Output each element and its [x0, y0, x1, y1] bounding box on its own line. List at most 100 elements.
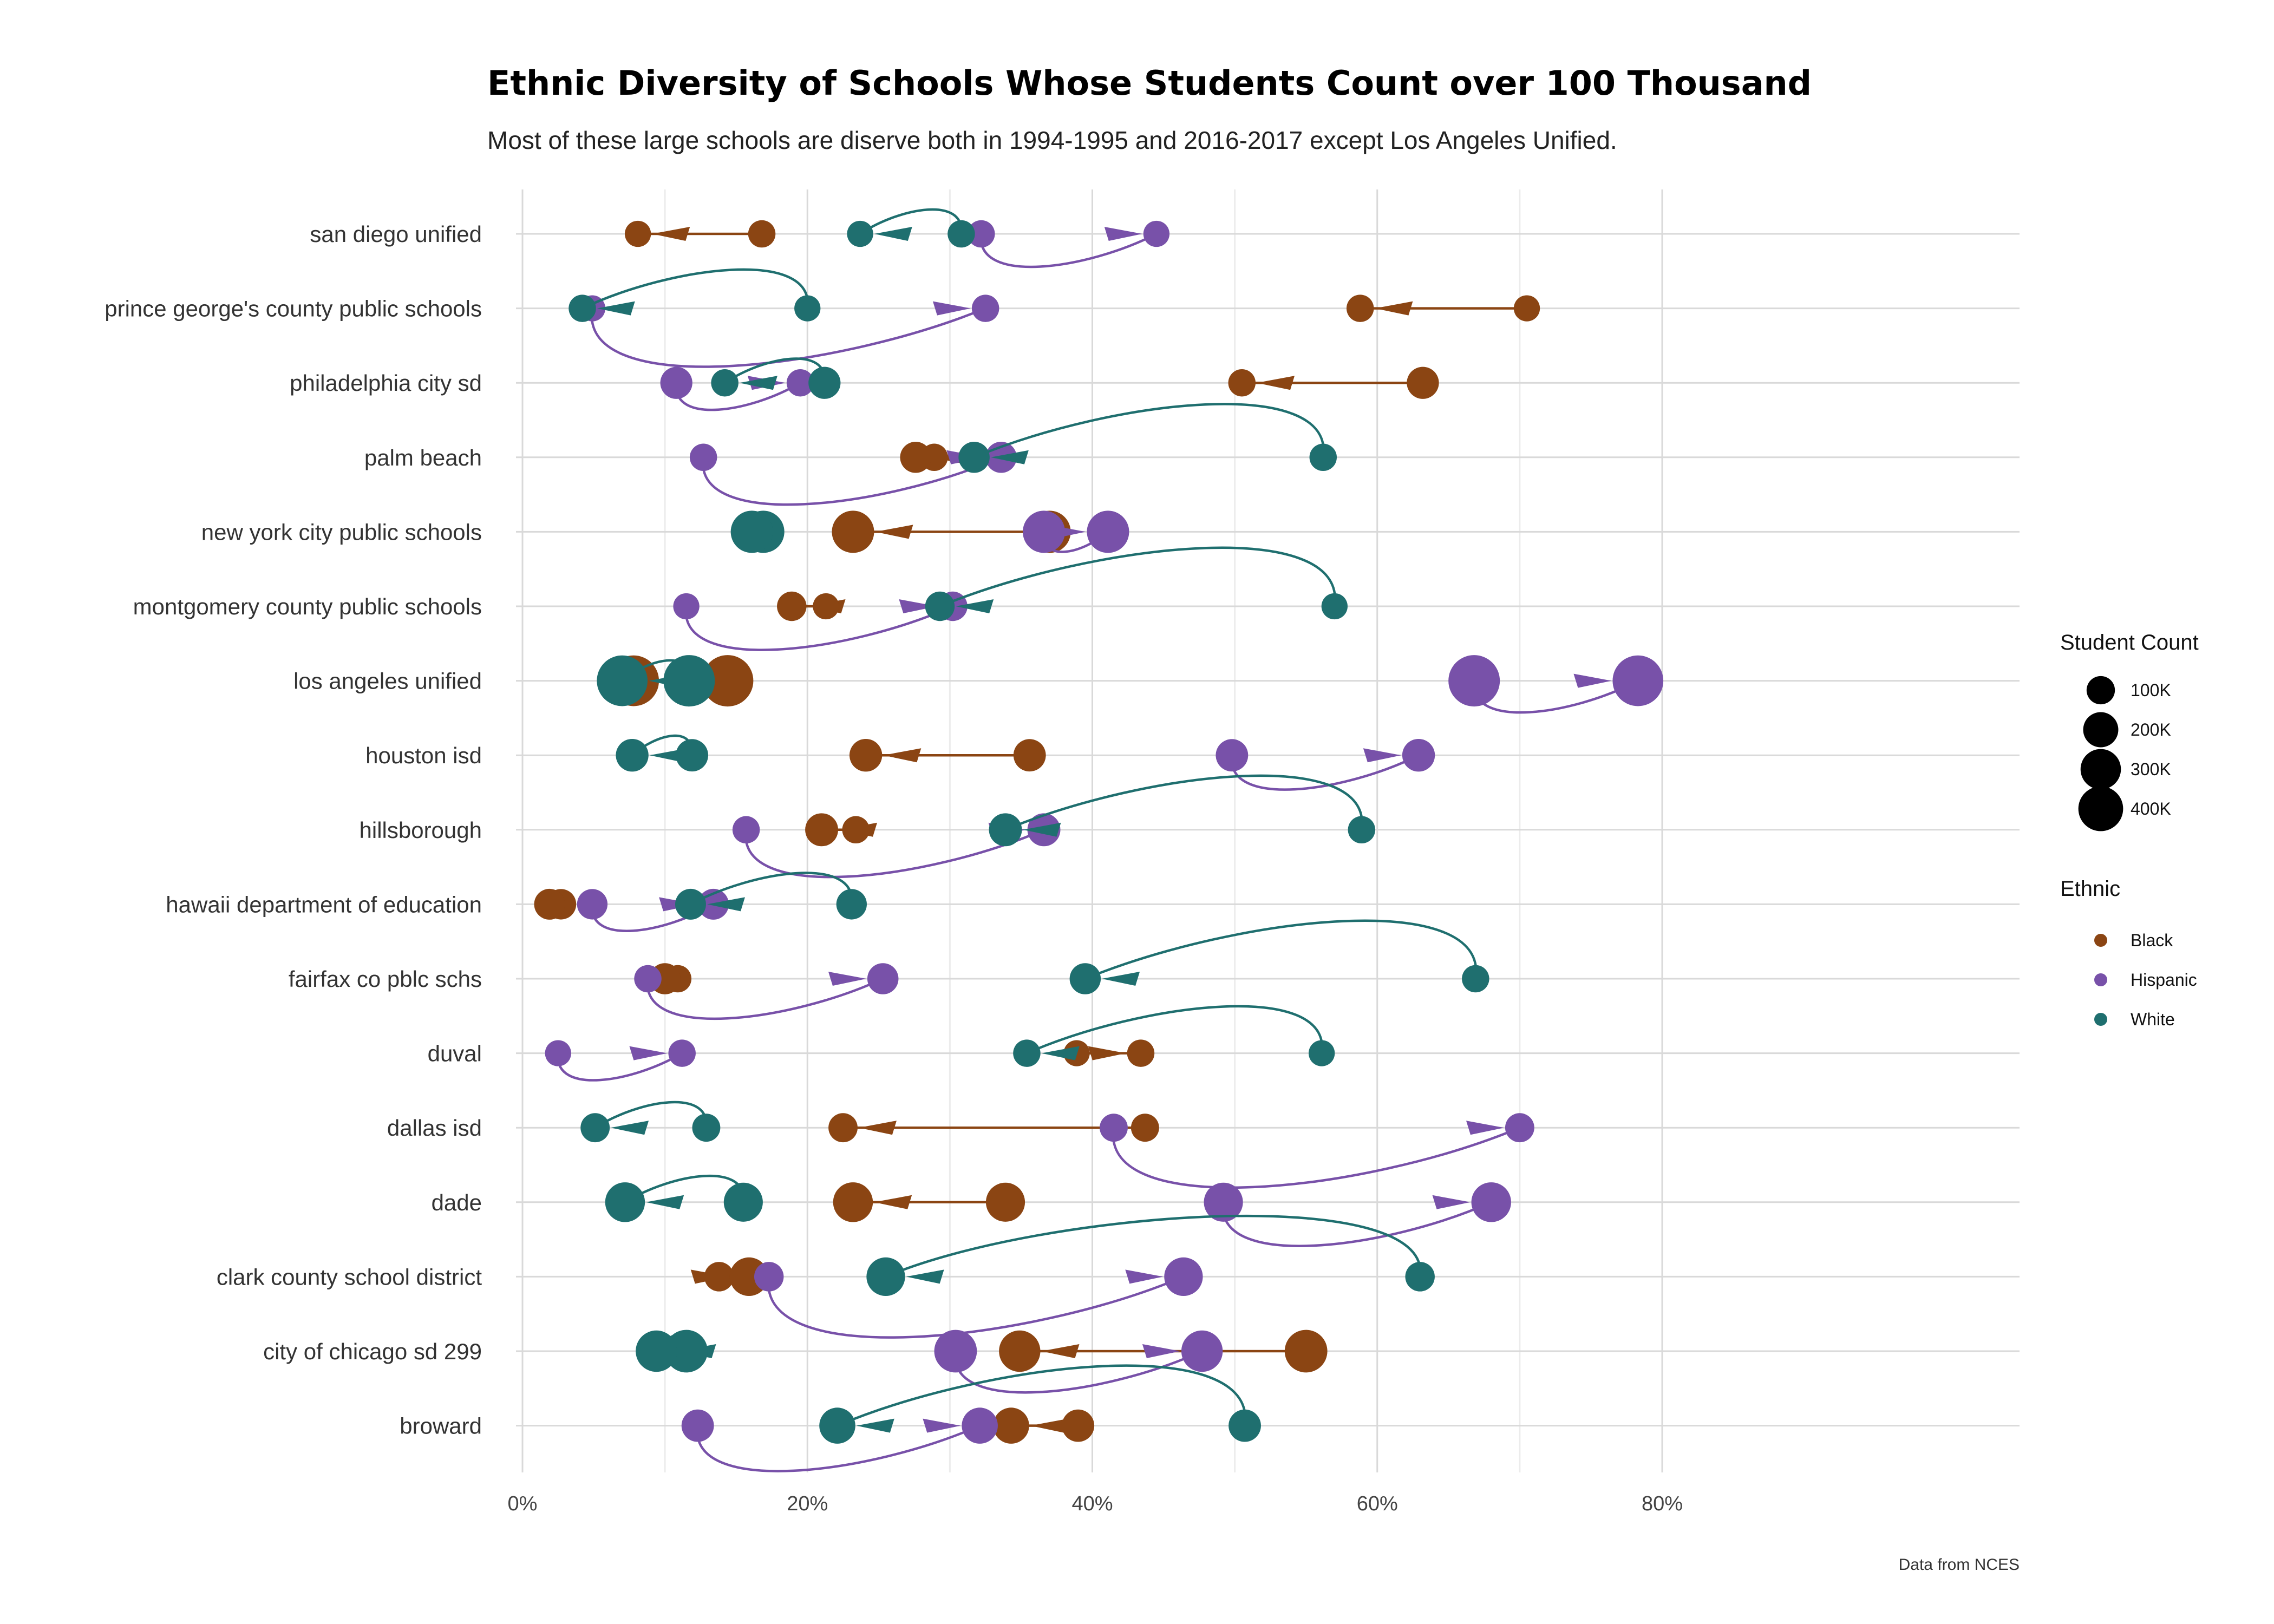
- size-legend-label: 200K: [2131, 720, 2171, 739]
- point-black-1995: [842, 816, 870, 844]
- point-black-2017: [1127, 1039, 1155, 1067]
- change-path-hispanic: [744, 828, 1044, 879]
- point-black-2017: [993, 1407, 1029, 1444]
- point-white-2017: [711, 369, 739, 397]
- arrowhead-hispanic: [932, 301, 971, 316]
- arrowhead-black: [1041, 1344, 1080, 1358]
- point-white-2017: [730, 510, 773, 553]
- point-black-1995: [1013, 739, 1046, 772]
- change-path-white: [581, 268, 809, 310]
- change-path-hispanic: [1112, 1127, 1520, 1189]
- arrowhead-black: [1030, 1418, 1068, 1433]
- arrowhead-black: [874, 1195, 912, 1209]
- point-black-1995: [1131, 1114, 1159, 1142]
- point-hispanic-2017: [1402, 739, 1435, 772]
- arrowhead-hispanic: [1363, 748, 1401, 763]
- point-black-2017: [849, 739, 883, 772]
- change-path-hispanic: [646, 977, 884, 1020]
- point-black-2017: [999, 1330, 1041, 1372]
- arrowhead-hispanic: [923, 1418, 961, 1433]
- point-black-2017: [833, 1182, 873, 1222]
- point-hispanic-1995: [689, 443, 717, 472]
- size-legend-title: Student Count: [2060, 631, 2199, 654]
- point-white-1995: [1462, 965, 1489, 993]
- point-black-1995: [704, 1262, 734, 1292]
- point-hispanic-1995: [1216, 739, 1249, 772]
- point-hispanic-2017: [971, 294, 999, 322]
- series-white: [568, 208, 1489, 1444]
- x-tick-label: 60%: [1357, 1492, 1398, 1515]
- change-path-white: [1084, 919, 1478, 980]
- point-white-2017: [605, 1182, 645, 1222]
- point-black-2017: [900, 442, 931, 473]
- row-label: hawaii department of education: [166, 892, 482, 917]
- point-white-1995: [836, 889, 867, 920]
- point-black-2017: [828, 1113, 858, 1143]
- x-tick-label: 80%: [1642, 1492, 1683, 1515]
- point-hispanic-2017: [786, 369, 814, 397]
- x-tick-label: 20%: [787, 1492, 828, 1515]
- change-path-hispanic: [979, 232, 1157, 269]
- arrowhead-black: [1257, 376, 1295, 390]
- size-legend-label: 400K: [2131, 799, 2171, 818]
- row-label: city of chicago sd 299: [263, 1339, 482, 1364]
- size-legend-label: 100K: [2131, 680, 2171, 700]
- point-black-1995: [813, 593, 839, 620]
- point-white-1995: [948, 220, 975, 248]
- point-white-1995: [676, 739, 709, 772]
- arrowhead-white: [874, 227, 912, 241]
- change-path-hispanic: [684, 605, 953, 651]
- change-path-hispanic: [675, 382, 801, 411]
- point-black-2017: [832, 510, 874, 553]
- point-hispanic-1995: [1204, 1182, 1243, 1222]
- point-white-1995: [692, 1114, 721, 1142]
- point-hispanic-2017: [1612, 655, 1664, 706]
- arrowhead-white: [856, 1418, 894, 1433]
- color-legend-key: [2094, 1013, 2107, 1026]
- row-label: palm beach: [364, 445, 482, 470]
- point-hispanic-1995: [732, 816, 760, 844]
- point-black-1995: [985, 1182, 1025, 1222]
- size-legend-key: [2078, 786, 2123, 831]
- point-white-1995: [1229, 1409, 1261, 1442]
- point-white-2017: [847, 220, 873, 247]
- change-path-hispanic: [767, 1275, 1184, 1339]
- change-path-white: [939, 546, 1337, 608]
- point-black-2017: [1346, 294, 1374, 322]
- point-white-2017: [989, 813, 1022, 847]
- point-hispanic-1995: [934, 1330, 977, 1373]
- row-label: fairfax co pblc schs: [289, 966, 482, 992]
- point-black-2017: [534, 888, 565, 920]
- change-path-white: [837, 1364, 1247, 1427]
- size-legend-key: [2083, 712, 2119, 748]
- point-white-2017: [925, 591, 955, 621]
- row-label: prince george's county public schools: [104, 296, 482, 322]
- arrowhead-white: [597, 301, 635, 316]
- point-white-1995: [1309, 443, 1337, 472]
- point-hispanic-1995: [1100, 1114, 1128, 1142]
- point-hispanic-1995: [577, 889, 608, 920]
- arrowhead-white: [906, 1269, 944, 1284]
- point-hispanic-2017: [1471, 1182, 1511, 1222]
- size-legend-key: [2080, 749, 2121, 790]
- point-white-2017: [958, 442, 990, 473]
- arrowhead-hispanic: [899, 599, 937, 613]
- point-hispanic-1995: [660, 366, 692, 399]
- point-white-1995: [723, 1182, 763, 1222]
- arrowhead-white: [739, 376, 777, 390]
- change-path-hispanic: [954, 1350, 1203, 1394]
- arrowhead-white: [1102, 972, 1140, 986]
- point-hispanic-1995: [681, 1409, 714, 1442]
- point-white-2017: [580, 1113, 610, 1143]
- color-legend-title: Ethnic: [2060, 877, 2120, 901]
- change-path-hispanic: [557, 1052, 683, 1082]
- point-hispanic-2017: [1181, 1330, 1223, 1372]
- x-tick-label: 40%: [1071, 1492, 1113, 1515]
- row-label: houston isd: [365, 743, 482, 768]
- point-hispanic-1995: [968, 220, 995, 248]
- point-hispanic-2017: [1143, 220, 1170, 247]
- point-white-2017: [675, 888, 706, 920]
- point-white-2017: [636, 1330, 677, 1372]
- change-path-white: [885, 1214, 1422, 1278]
- arrowhead-white: [646, 1195, 684, 1209]
